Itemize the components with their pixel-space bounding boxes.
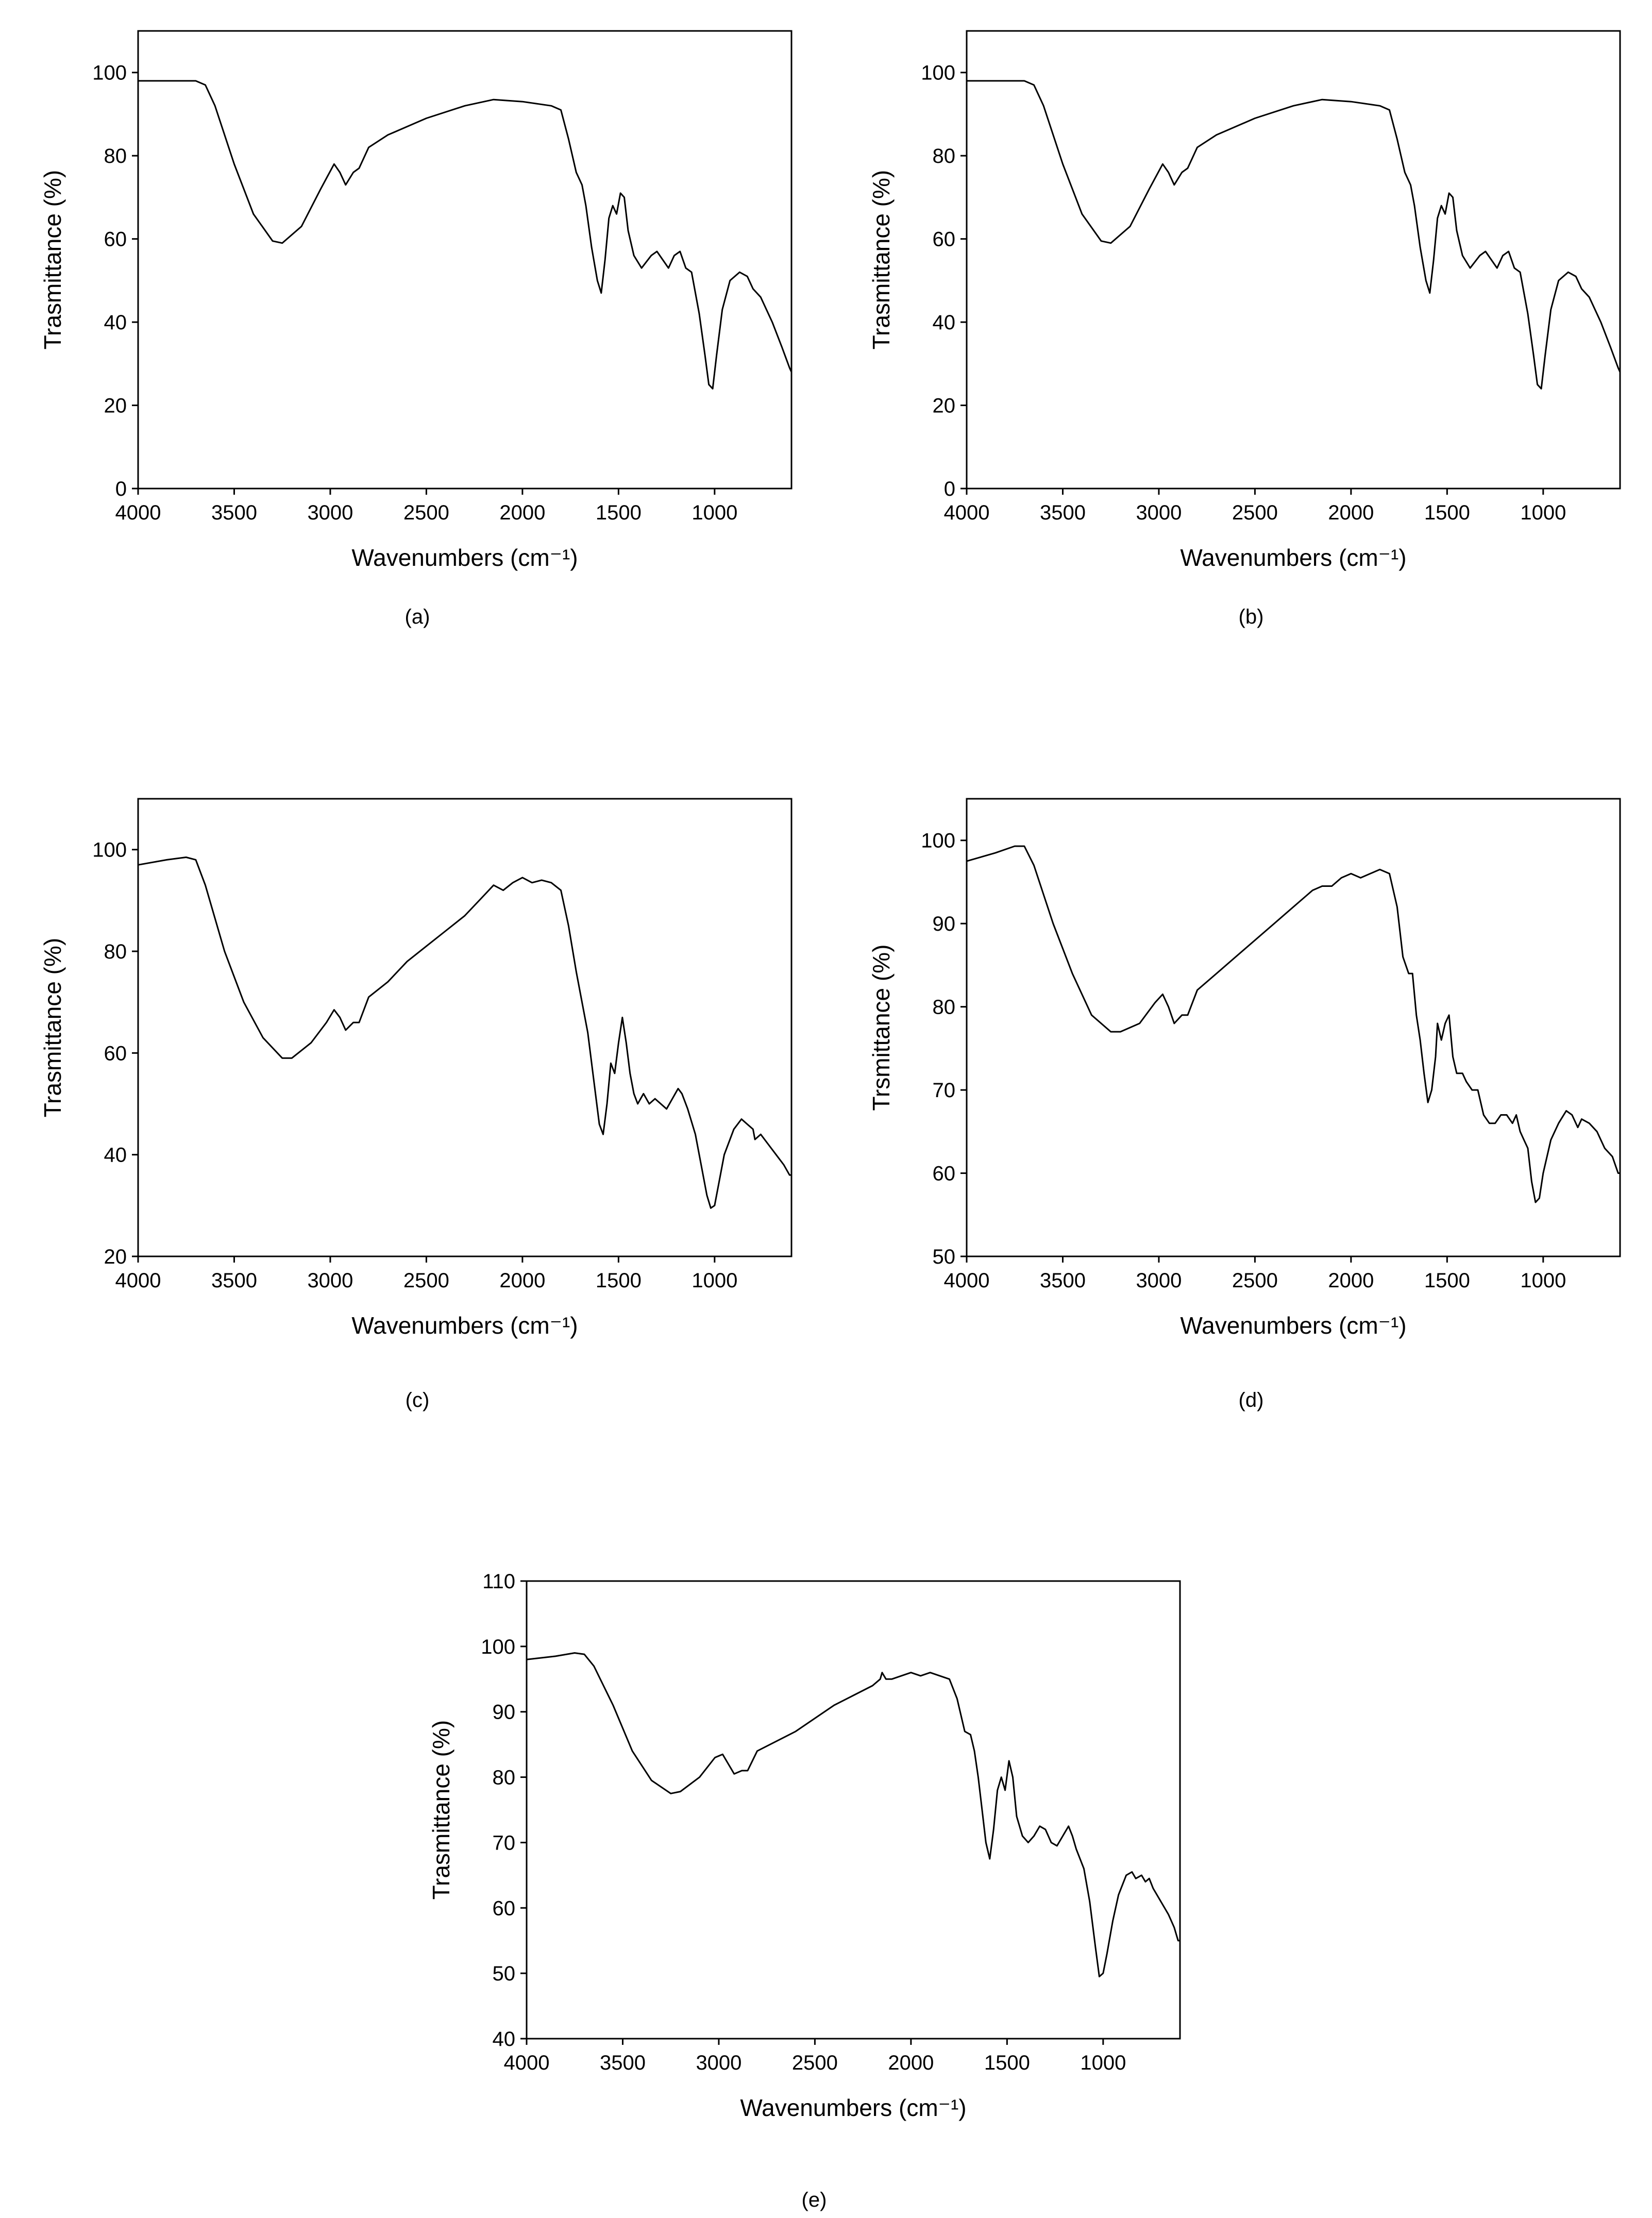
x-axis-label: Wavenumbers (cm⁻¹) [351, 544, 578, 571]
x-tick-label: 4000 [115, 501, 161, 524]
y-tick-label: 90 [933, 913, 956, 935]
x-tick-label: 1000 [1520, 1269, 1566, 1292]
x-tick-label: 2000 [499, 1269, 545, 1292]
y-tick-label: 60 [493, 1897, 516, 1920]
x-tick-label: 3500 [600, 2052, 646, 2074]
plot-frame [966, 30, 1621, 490]
y-tick-label: 40 [493, 2028, 516, 2051]
y-tick-label: 80 [933, 145, 956, 167]
x-tick-label: 2000 [1328, 501, 1374, 524]
panel-label: (e) [802, 2189, 827, 2211]
y-tick-label: 110 [482, 1570, 515, 1593]
x-tick-label: 3500 [211, 501, 257, 524]
x-tick-label: 2500 [1232, 501, 1278, 524]
y-axis-label: Trasmittance (%) [39, 170, 66, 349]
y-axis-label: Trasmittance (%) [428, 1720, 454, 1900]
y-tick-label: 80 [493, 1767, 516, 1789]
x-tick-label: 1000 [692, 501, 737, 524]
y-tick-label: 70 [493, 1831, 516, 1854]
spectrum-line [138, 856, 791, 1209]
x-tick-label: 3500 [1040, 501, 1086, 524]
panel-label: (c) [406, 1389, 430, 1412]
x-tick-label: 1500 [596, 1269, 642, 1292]
x-tick-label: 4000 [944, 1269, 990, 1292]
y-tick-label: 20 [933, 395, 956, 417]
x-tick-label: 3500 [1040, 1269, 1086, 1292]
x-tick-label: 3000 [307, 501, 353, 524]
x-tick-label: 2000 [888, 2052, 934, 2074]
x-tick-label: 2500 [1232, 1269, 1278, 1292]
x-tick-label: 2500 [403, 501, 449, 524]
plot-frame [137, 30, 793, 490]
x-tick-label: 4000 [504, 2052, 550, 2074]
y-tick-label: 80 [104, 145, 127, 167]
x-tick-label: 3000 [307, 1269, 353, 1292]
x-tick-label: 1500 [596, 501, 642, 524]
y-tick-label: 100 [921, 62, 955, 85]
x-tick-label: 3500 [211, 1269, 257, 1292]
y-axis-label: Trsmittance (%) [868, 945, 895, 1111]
y-tick-label: 90 [493, 1701, 516, 1724]
y-tick-label: 40 [933, 311, 956, 334]
chart-panel-c: 4000 3500 3000 2500 2000 1500 1000 20 40 60 80 100 W… [39, 798, 793, 1412]
y-axis-label: Trasmittance (%) [868, 170, 895, 349]
x-tick-label: 1000 [1520, 501, 1566, 524]
panel-label: (a) [405, 606, 430, 628]
x-axis-label: Wavenumbers (cm⁻¹) [1180, 1312, 1406, 1339]
x-tick-label: 3000 [1136, 1269, 1182, 1292]
x-tick-label: 3000 [696, 2052, 741, 2074]
spectrum-line [138, 80, 793, 390]
chart-panel-b: 4000 3500 3000 2500 2000 1500 1000 0 20 40 60 80 100… [868, 30, 1621, 628]
chart-panel-e: 4000 3500 3000 2500 2000 1500 1000 40 50 60 70 80 90… [428, 1570, 1181, 2211]
x-tick-label: 4000 [944, 501, 990, 524]
y-tick-label: 100 [92, 62, 127, 85]
y-tick-label: 100 [92, 839, 127, 862]
y-tick-label: 60 [104, 228, 127, 251]
y-tick-label: 20 [104, 395, 127, 417]
x-axis-label: Wavenumbers (cm⁻¹) [351, 1312, 578, 1339]
y-tick-label: 50 [493, 1962, 516, 1985]
x-tick-label: 2500 [792, 2052, 838, 2074]
x-tick-label: 1500 [984, 2052, 1030, 2074]
y-tick-label: 0 [944, 478, 955, 500]
x-axis-label: Wavenumbers (cm⁻¹) [740, 2094, 966, 2121]
spectrum-line [966, 845, 1620, 1203]
panel-label: (d) [1239, 1389, 1264, 1412]
x-tick-label: 4000 [115, 1269, 161, 1292]
y-tick-label: 100 [921, 830, 955, 852]
y-tick-label: 40 [104, 311, 127, 334]
y-tick-label: 80 [104, 940, 127, 963]
chart-panel-d: 4000 3500 3000 2500 2000 1500 1000 50 60 70 80 90 10… [868, 798, 1621, 1412]
x-tick-label: 2000 [1328, 1269, 1374, 1292]
x-tick-label: 1000 [692, 1269, 737, 1292]
plot-frame [966, 798, 1621, 1257]
spectrum-line [526, 1652, 1180, 1977]
y-tick-label: 60 [933, 1163, 956, 1185]
y-axis-label: Trasmittance (%) [39, 938, 66, 1117]
x-tick-label: 1500 [1424, 501, 1470, 524]
y-tick-label: 60 [104, 1042, 127, 1065]
chart-panel-a: 4000 3500 3000 2500 2000 1500 1000 0 20 40 60 80 100… [39, 30, 793, 628]
x-axis-label: Wavenumbers (cm⁻¹) [1180, 544, 1406, 571]
y-tick-label: 50 [933, 1246, 956, 1268]
x-tick-label: 1000 [1080, 2052, 1126, 2074]
x-tick-label: 3000 [1136, 501, 1182, 524]
y-tick-label: 0 [115, 478, 127, 500]
y-tick-label: 70 [933, 1079, 956, 1102]
y-tick-label: 100 [481, 1636, 515, 1658]
x-tick-label: 2500 [403, 1269, 449, 1292]
x-tick-label: 1500 [1424, 1269, 1470, 1292]
spectrum-line [967, 80, 1621, 390]
y-tick-label: 40 [104, 1144, 127, 1167]
panel-label: (b) [1239, 606, 1264, 628]
y-tick-label: 20 [104, 1246, 127, 1268]
y-tick-label: 80 [933, 996, 956, 1019]
x-tick-label: 2000 [499, 501, 545, 524]
plot-frame [137, 798, 793, 1257]
plot-frame [526, 1580, 1181, 2040]
y-tick-label: 60 [933, 228, 956, 251]
